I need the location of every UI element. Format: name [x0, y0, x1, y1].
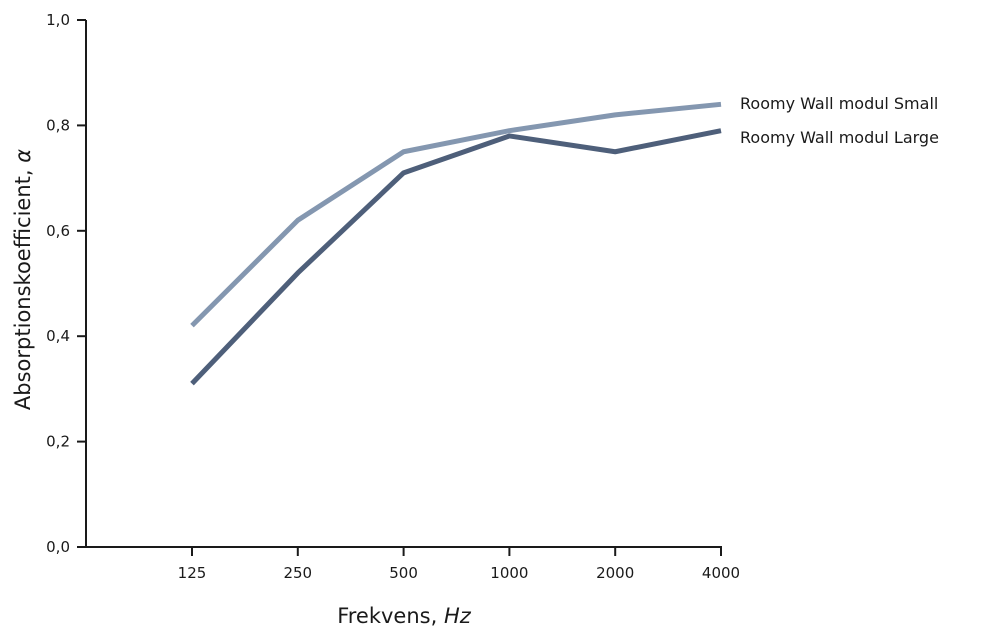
axes	[85, 20, 722, 548]
legend: Roomy Wall modul Small Roomy Wall modul L…	[740, 94, 939, 147]
y-tick-label: 0,0	[46, 538, 70, 556]
y-tick-label: 1,0	[46, 11, 70, 29]
x-tick-label: 250	[283, 564, 312, 582]
x-tick-label: 125	[178, 564, 207, 582]
y-axis-title: Absorptionskoefficient, α	[11, 149, 35, 410]
series-line-2	[190, 128, 722, 386]
y-tick-label: 0,4	[46, 327, 70, 345]
x-axis-title-text: Frekvens,	[337, 604, 437, 628]
y-axis-title-symbol: α	[11, 149, 35, 163]
x-tick-label: 4000	[702, 564, 740, 582]
legend-label: Roomy Wall modul Large	[740, 128, 939, 147]
y-tick-label: 0,6	[46, 222, 70, 240]
y-tick-label: 0,2	[46, 433, 70, 451]
x-tick-label: 2000	[596, 564, 634, 582]
x-tick-label: 1000	[490, 564, 528, 582]
y-axis-title-text: Absorptionskoefficient,	[11, 169, 35, 410]
legend-label: Roomy Wall modul Small	[740, 94, 938, 113]
x-tick-label: 500	[389, 564, 418, 582]
x-axis-title-unit: Hz	[444, 604, 472, 628]
series-line-1	[190, 101, 722, 328]
y-ticks: 0,0 0,2 0,4 0,6 0,8 1,0	[46, 11, 86, 556]
x-ticks: 125 250 500 1000 2000 4000	[178, 547, 740, 582]
y-tick-label: 0,8	[46, 116, 70, 134]
series-lines	[190, 101, 722, 386]
x-axis-title: Frekvens, Hz	[337, 604, 472, 628]
